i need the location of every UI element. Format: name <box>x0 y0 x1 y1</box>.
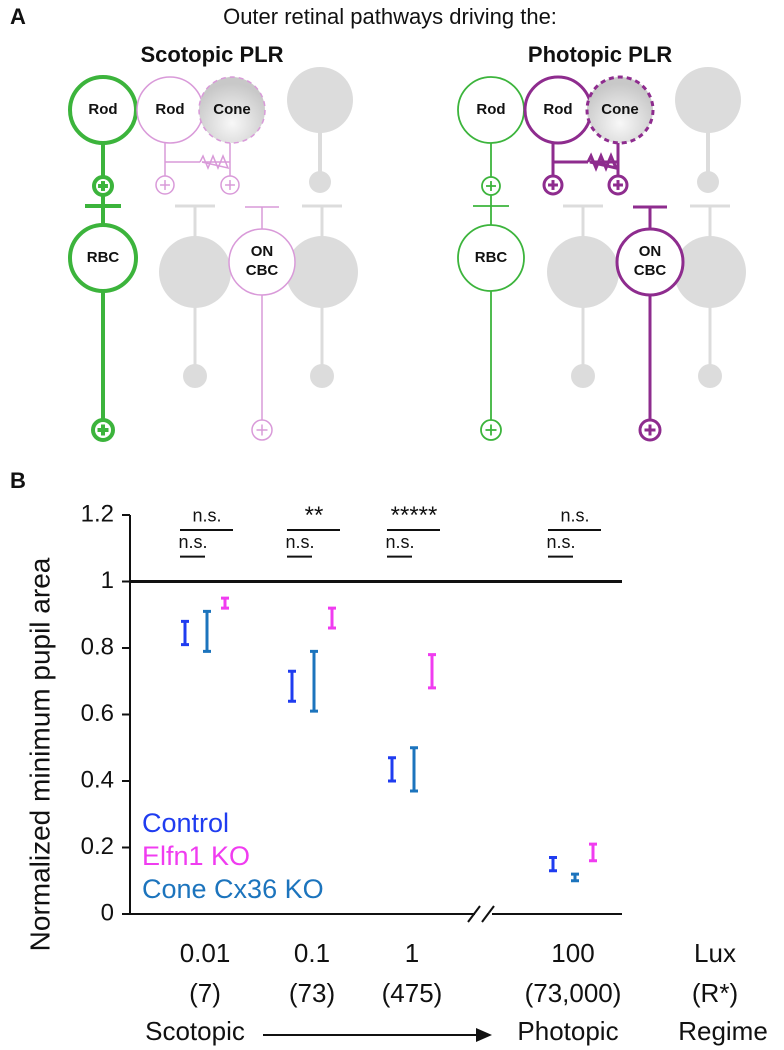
error-bar <box>328 606 336 630</box>
y-axis-label: Normalized minimum pupil area <box>24 557 55 951</box>
cell-label: CBC <box>634 262 667 279</box>
gray-cell <box>287 67 353 133</box>
on-cbc-cell <box>615 227 685 297</box>
error-bar <box>181 619 189 647</box>
gray-cell <box>571 364 595 388</box>
error-bar <box>221 596 229 610</box>
y-tick-label: 1.2 <box>81 500 114 527</box>
pathway-title: Photopic PLR <box>528 42 672 67</box>
significance: n.s. <box>192 505 221 525</box>
x-tick-label: 1 <box>405 938 419 968</box>
y-tick-label: 0.4 <box>81 766 114 793</box>
significance: n.s. <box>178 532 207 552</box>
error-bar <box>388 756 396 783</box>
extra-label: (R*) <box>692 978 738 1008</box>
panel-label: B <box>10 468 26 493</box>
x-tick-label: 100 <box>551 938 594 968</box>
error-bar <box>288 669 296 703</box>
pathway-title: Scotopic PLR <box>140 42 283 67</box>
cone-cell <box>198 76 266 144</box>
x-tick-sublabel: (73,000) <box>525 978 622 1008</box>
y-tick-label: 0.8 <box>81 633 114 660</box>
significance: ***** <box>391 502 438 529</box>
significance: n.s. <box>385 532 414 552</box>
gray-cell <box>310 364 334 388</box>
x-tick-label: 0.01 <box>180 938 231 968</box>
error-bar <box>203 609 211 653</box>
significance: n.s. <box>546 532 575 552</box>
regime-label: Scotopic <box>145 1016 245 1046</box>
rbc-cell <box>68 223 138 293</box>
cell-label: Rod <box>155 101 184 118</box>
cell-label: Rod <box>88 101 117 118</box>
axis-break <box>481 905 495 923</box>
gray-cell <box>547 236 619 308</box>
error-bar <box>310 649 318 713</box>
significance: n.s. <box>560 505 589 525</box>
extra-label: Regime <box>678 1016 768 1046</box>
error-bar <box>571 872 579 883</box>
gray-cell <box>674 236 746 308</box>
error-bar <box>549 855 557 873</box>
regime-label: Photopic <box>517 1016 618 1046</box>
gray-cell <box>286 236 358 308</box>
legend-label: Elfn1 KO <box>142 841 250 871</box>
axis-break <box>467 905 481 923</box>
on-cbc-cell <box>228 228 296 296</box>
cell-label: Rod <box>476 101 505 118</box>
cell-label: Cone <box>601 101 639 118</box>
extra-label: Lux <box>694 938 736 968</box>
regime-arrowhead <box>476 1028 492 1042</box>
cell-label: RBC <box>475 249 508 266</box>
cell-label: CBC <box>246 262 279 279</box>
cone-cell <box>585 75 655 145</box>
gray-cell <box>309 171 331 193</box>
error-bar <box>410 746 418 793</box>
gray-cell <box>697 171 719 193</box>
cell-label: RBC <box>87 249 120 266</box>
error-bar <box>428 653 436 690</box>
x-tick-sublabel: (475) <box>382 978 443 1008</box>
rbc-cell <box>457 224 525 292</box>
cell-label: Rod <box>543 101 572 118</box>
diagram-title: Outer retinal pathways driving the: <box>223 4 557 29</box>
cell-label: Cone <box>213 101 251 118</box>
y-tick-label: 0.6 <box>81 700 114 727</box>
legend-label: Control <box>142 808 229 838</box>
cell-label: ON <box>251 243 274 260</box>
resistor <box>586 152 619 172</box>
y-tick-label: 1 <box>101 567 114 594</box>
cell-label: ON <box>639 243 662 260</box>
gray-cell <box>698 364 722 388</box>
rod-cell <box>68 75 138 145</box>
gray-cell <box>675 67 741 133</box>
x-tick-sublabel: (73) <box>289 978 335 1008</box>
legend-label: Cone Cx36 KO <box>142 874 324 904</box>
resistor <box>199 154 230 170</box>
y-tick-label: 0.2 <box>81 833 114 860</box>
panel-label: A <box>10 4 26 29</box>
significance: n.s. <box>285 532 314 552</box>
y-tick-label: 0 <box>101 899 114 926</box>
gray-cell <box>159 236 231 308</box>
x-tick-label: 0.1 <box>294 938 330 968</box>
x-tick-sublabel: (7) <box>189 978 221 1008</box>
significance: ** <box>305 502 324 529</box>
gray-cell <box>183 364 207 388</box>
error-bar <box>589 842 597 863</box>
